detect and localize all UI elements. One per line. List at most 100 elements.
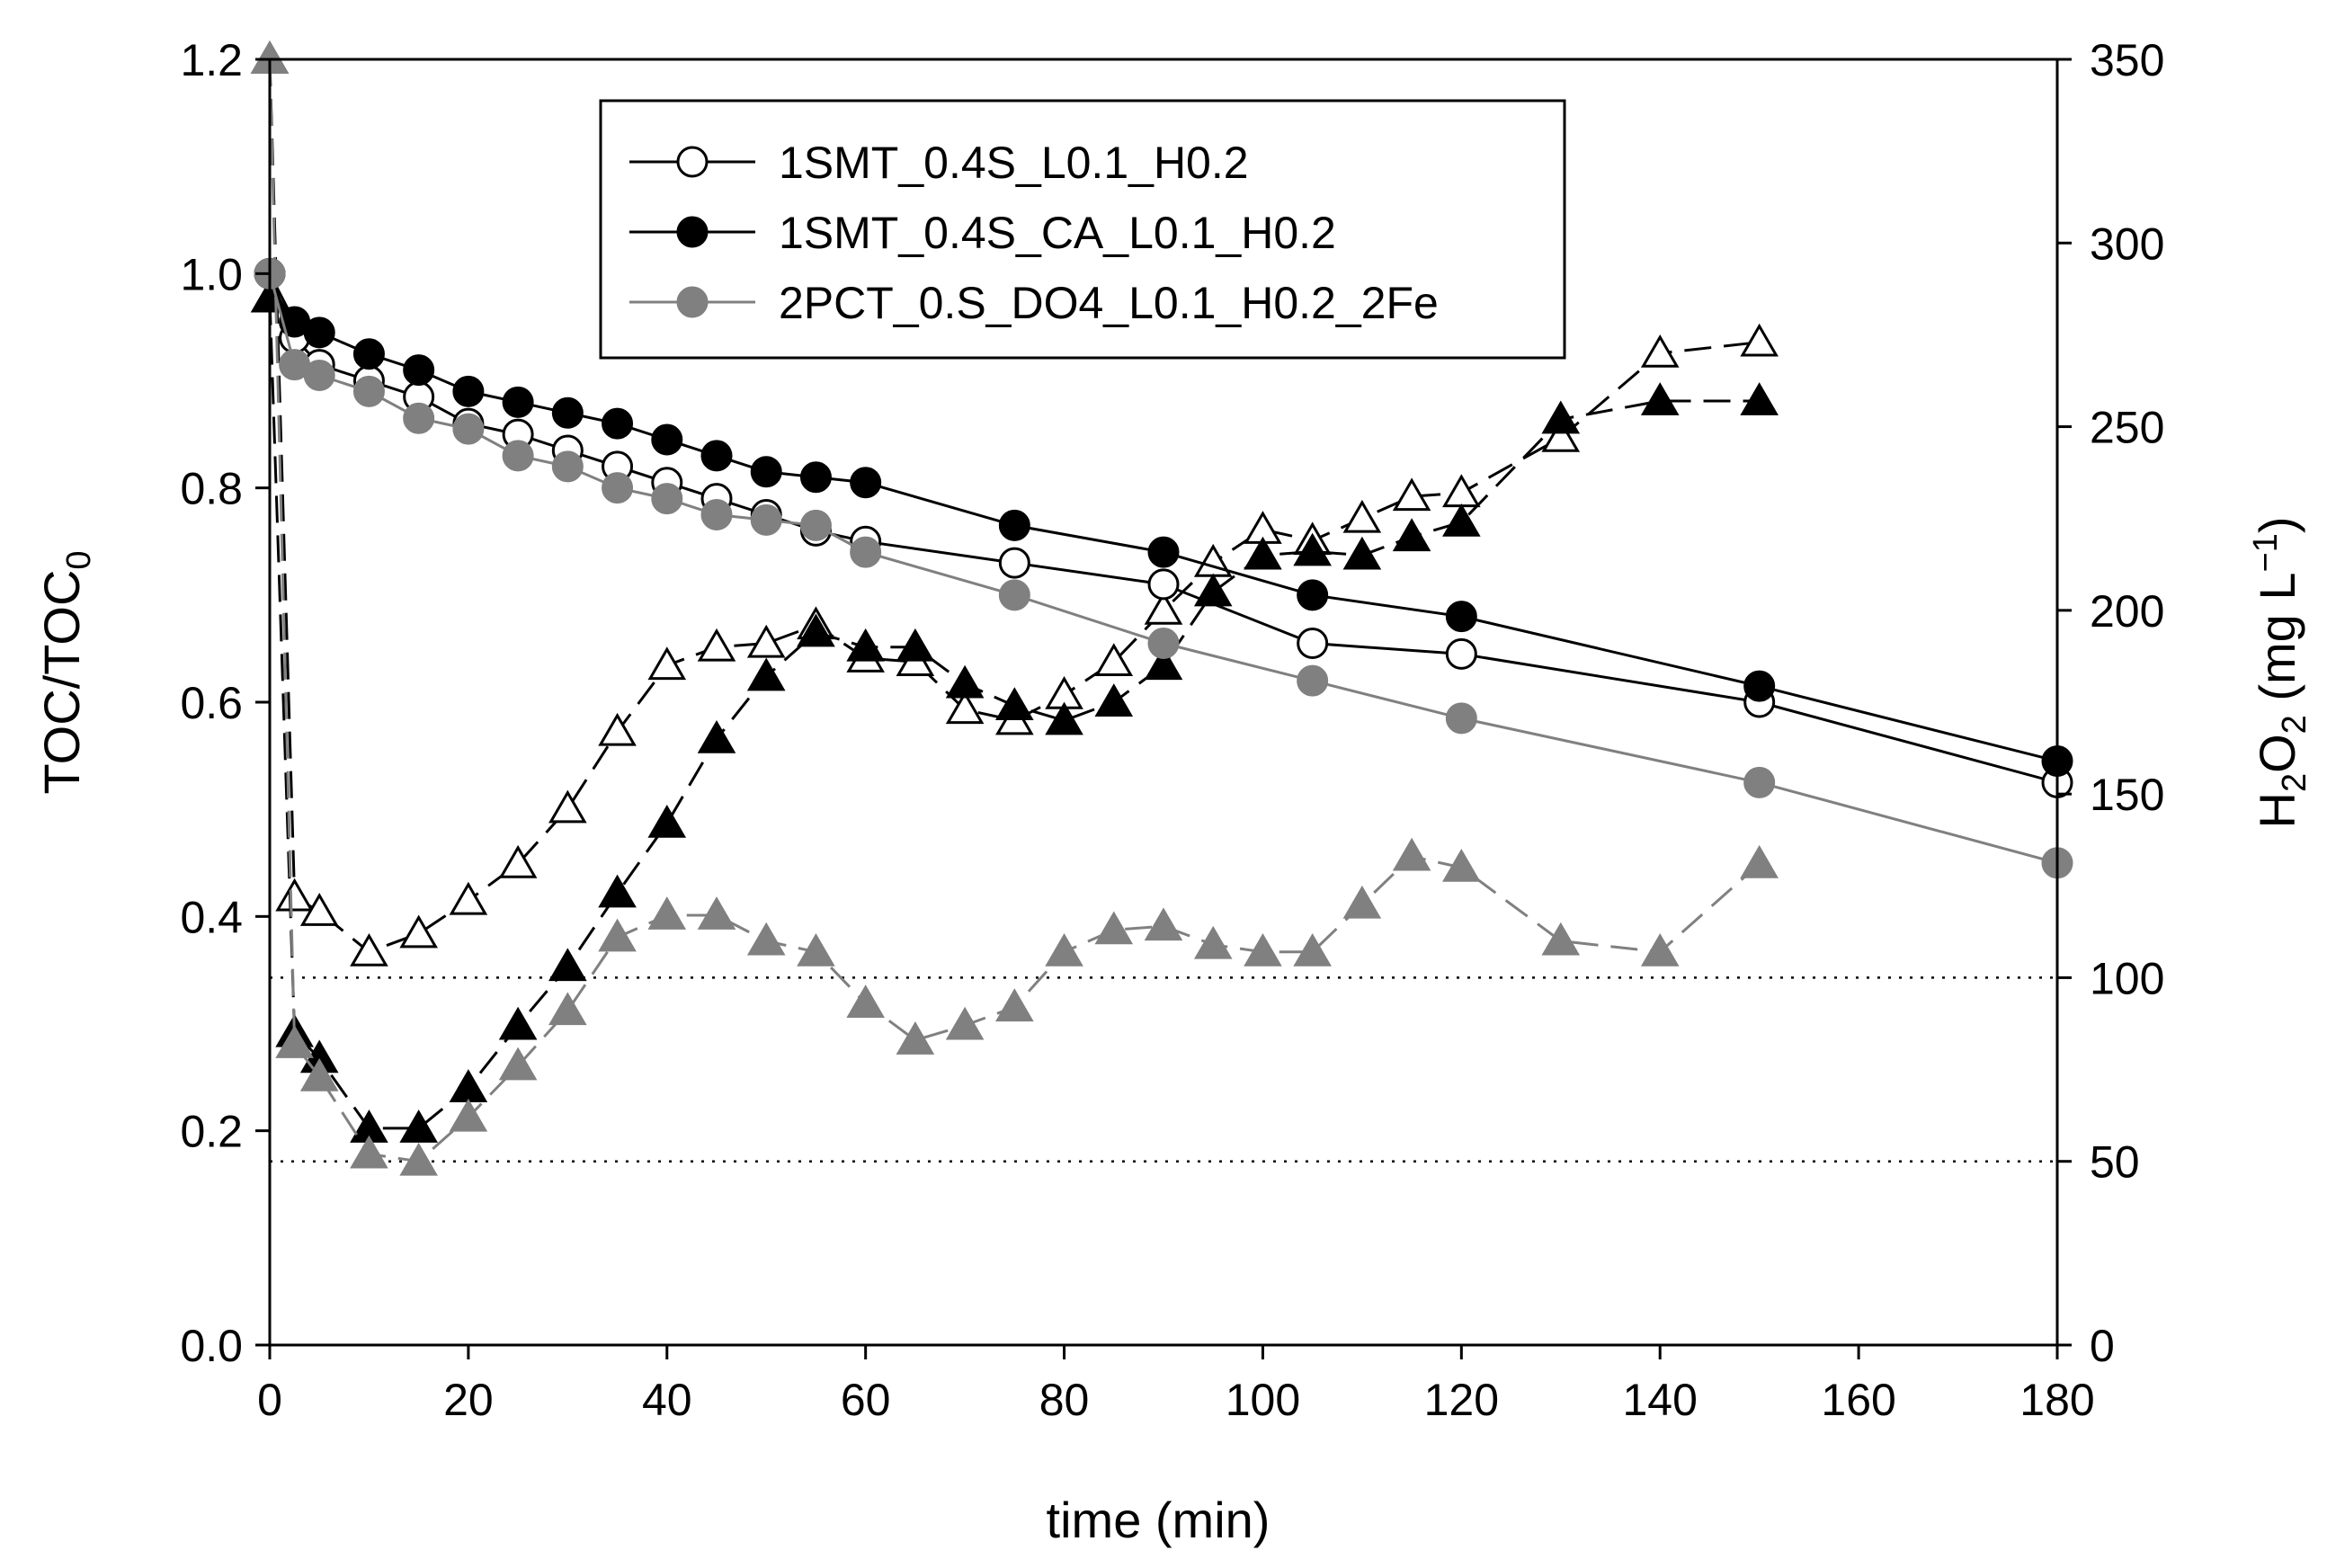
legend-box xyxy=(599,99,1566,360)
data-point xyxy=(1541,400,1581,434)
data-point xyxy=(846,628,885,662)
data-point xyxy=(1144,646,1183,681)
data-point xyxy=(1045,701,1083,735)
data-point xyxy=(1392,518,1431,552)
data-point xyxy=(651,483,683,515)
data-point xyxy=(551,450,584,483)
data-point xyxy=(303,360,335,392)
data-point xyxy=(399,914,438,949)
data-point xyxy=(945,1006,985,1040)
data-point xyxy=(1541,922,1581,956)
data-point xyxy=(1193,925,1233,959)
data-point xyxy=(1445,637,1477,670)
data-point xyxy=(1740,323,1779,357)
data-point xyxy=(1392,477,1431,512)
data-point xyxy=(352,338,385,370)
data-point xyxy=(502,440,534,472)
x-tick-label: 140 xyxy=(1623,1375,1698,1425)
data-point xyxy=(995,687,1034,721)
data-point xyxy=(452,413,485,445)
data-point xyxy=(1342,499,1382,533)
data-point xyxy=(275,878,314,912)
x-axis-title: time (min) xyxy=(1047,1492,1270,1548)
data-point xyxy=(700,440,733,472)
right-y-tick-label: 0 xyxy=(2090,1321,2115,1371)
data-point xyxy=(697,896,736,930)
right-y-tick-label: 350 xyxy=(2090,35,2164,85)
data-point xyxy=(697,720,736,753)
data-point xyxy=(1045,932,1083,967)
left-y-axis-title-subscript: 0 xyxy=(60,550,98,569)
data-point xyxy=(1743,670,1776,702)
data-point xyxy=(449,1098,488,1132)
right-y-axis-title: H2O2 (mg L−1) xyxy=(2247,517,2314,829)
legend: 1SMT_0.4S_L0.1_H0.2 1SMT_0.4S_CA_L0.1_H0.… xyxy=(599,99,1566,360)
data-point xyxy=(1297,579,1329,611)
right-y-tick-label: 50 xyxy=(2090,1137,2140,1188)
data-point xyxy=(548,992,587,1026)
data-point xyxy=(750,503,782,536)
data-point xyxy=(1293,932,1332,967)
data-point xyxy=(299,893,339,926)
x-tick-label: 20 xyxy=(443,1375,494,1425)
data-point xyxy=(799,461,832,494)
data-point xyxy=(1094,683,1134,717)
legend-marker xyxy=(676,146,709,178)
data-point xyxy=(746,624,786,658)
right-y-tick-label: 150 xyxy=(2090,770,2164,820)
left-y-axis-title-main: TOC/TOC xyxy=(33,570,90,795)
data-point xyxy=(1740,382,1779,415)
data-point xyxy=(1342,885,1382,919)
data-point xyxy=(1640,932,1680,967)
data-point xyxy=(299,1057,339,1091)
data-point xyxy=(995,988,1034,1022)
x-tick-label: 40 xyxy=(642,1375,692,1425)
data-point xyxy=(1445,601,1477,633)
data-point xyxy=(1740,844,1779,878)
data-point xyxy=(647,896,687,930)
data-point xyxy=(498,1006,538,1040)
data-point xyxy=(1743,766,1776,798)
series-4 xyxy=(250,279,1779,1143)
x-tick-label: 120 xyxy=(1424,1375,1499,1425)
data-point xyxy=(1541,418,1581,452)
data-point xyxy=(1445,702,1477,735)
data-point xyxy=(1342,536,1382,570)
series-line xyxy=(268,58,1761,1163)
data-point xyxy=(945,690,985,725)
data-point xyxy=(1144,907,1183,941)
right-y-axis-title-o: O xyxy=(2249,734,2305,773)
data-point xyxy=(896,628,935,662)
right-y-tick-label: 100 xyxy=(2090,953,2164,1003)
data-point xyxy=(797,613,835,647)
data-point xyxy=(797,932,835,967)
data-point xyxy=(399,1142,438,1176)
data-point xyxy=(647,646,687,681)
data-point xyxy=(1244,536,1282,570)
data-point xyxy=(403,354,435,387)
data-point xyxy=(998,509,1030,541)
data-point xyxy=(602,407,634,440)
data-point xyxy=(1144,592,1183,625)
series-5 xyxy=(250,40,1779,1176)
right-y-tick-label: 200 xyxy=(2090,586,2164,637)
data-point xyxy=(1640,382,1680,415)
data-point xyxy=(598,712,637,746)
axes-layer: 0 20 40 60 80 100 120 140 160 180 0.0 0.2 0.4 0.6 0.8 1… xyxy=(180,35,2164,1425)
data-point xyxy=(403,402,435,434)
data-point xyxy=(452,375,485,407)
x-tick-label: 160 xyxy=(1821,1375,1895,1425)
x-tick-label: 100 xyxy=(1226,1375,1300,1425)
data-point xyxy=(1442,503,1481,537)
data-point xyxy=(1147,568,1180,601)
data-point xyxy=(746,922,786,956)
data-point xyxy=(846,984,885,1018)
data-point xyxy=(1442,849,1481,882)
data-point xyxy=(1147,536,1180,568)
data-point xyxy=(1094,643,1134,677)
data-point xyxy=(799,509,832,541)
x-tick-label: 80 xyxy=(1039,1375,1090,1425)
x-tick-label: 60 xyxy=(841,1375,891,1425)
legend-label: 1SMT_0.4S_CA_L0.1_H0.2 xyxy=(779,208,1336,258)
